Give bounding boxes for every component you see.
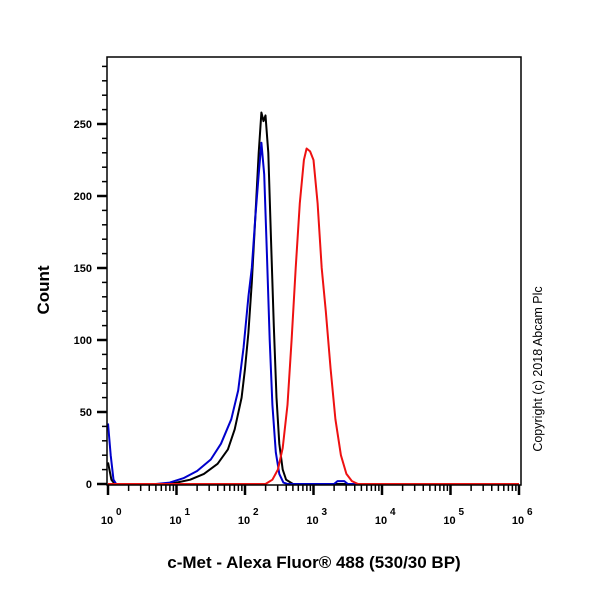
x-tick-label: 10	[169, 515, 181, 527]
y-tick-label: 0	[86, 479, 92, 491]
plot-frame	[106, 56, 522, 486]
y-tick-label: 250	[74, 119, 92, 131]
y-tick-label: 50	[80, 407, 92, 419]
x-axis-label: c-Met - Alexa Fluor® 488 (530/30 BP)	[167, 553, 461, 572]
y-axis-label: Count	[34, 265, 53, 315]
x-tick-exponent: 6	[527, 507, 533, 518]
x-tick-label: 10	[443, 515, 455, 527]
x-tick-exponent: 5	[459, 507, 465, 518]
y-axis: 0 50 100 150 200 250	[74, 65, 107, 491]
x-tick-label: 10	[238, 515, 250, 527]
copyright-text: Copyright (c) 2018 Abcam Plc	[531, 286, 545, 452]
series-layer	[107, 111, 519, 485]
x-tick-exponent: 2	[253, 507, 259, 518]
series-blue-line	[107, 141, 519, 485]
x-tick-exponent: 3	[322, 507, 328, 518]
series-red-line	[108, 147, 519, 485]
y-tick-label: 200	[74, 191, 92, 203]
y-tick-label: 150	[74, 263, 92, 275]
x-tick-label: 10	[101, 515, 113, 527]
x-tick-exponent: 1	[185, 507, 191, 518]
x-tick-label: 10	[306, 515, 318, 527]
x-tick-label: 10	[512, 515, 524, 527]
x-tick-label: 10	[375, 515, 387, 527]
x-tick-exponent: 4	[390, 507, 396, 518]
y-tick-label: 100	[74, 335, 92, 347]
x-tick-exponent: 0	[116, 507, 122, 518]
